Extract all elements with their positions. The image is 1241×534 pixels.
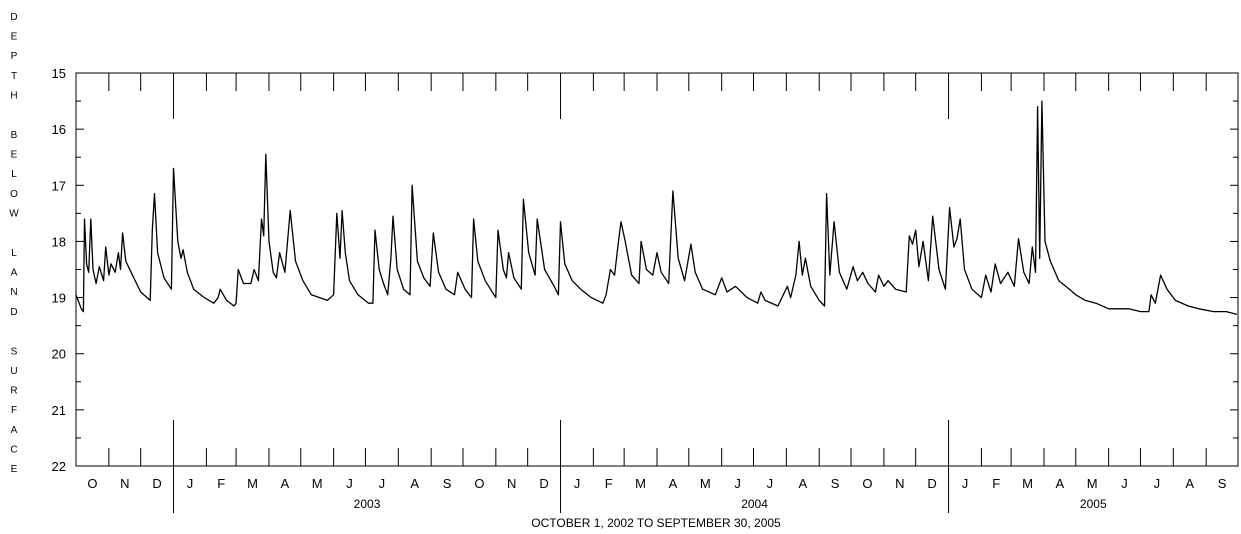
y-tick-label: 18 bbox=[52, 234, 66, 249]
plot-border bbox=[75, 72, 1239, 467]
month-label: J bbox=[1154, 476, 1161, 491]
month-label: O bbox=[474, 476, 484, 491]
month-label: A bbox=[1185, 476, 1194, 491]
y-axis-label-letter: W bbox=[9, 208, 19, 219]
month-label: M bbox=[312, 476, 323, 491]
y-axis-label-letter: T bbox=[11, 71, 17, 82]
y-axis-label-letter: E bbox=[11, 464, 18, 475]
y-tick-label: 19 bbox=[52, 291, 66, 306]
x-axis-title: OCTOBER 1, 2002 TO SEPTEMBER 30, 2005 bbox=[531, 516, 781, 530]
y-axis-label-letter: H bbox=[10, 90, 17, 101]
month-label: S bbox=[443, 476, 452, 491]
y-axis-label-letter: L bbox=[11, 169, 17, 180]
y-tick-label: 22 bbox=[52, 459, 66, 474]
y-axis-label-letter: L bbox=[11, 248, 17, 259]
y-axis-label-letter: P bbox=[11, 51, 18, 62]
month-label: M bbox=[635, 476, 646, 491]
series-line bbox=[75, 100, 1238, 316]
y-axis: 15 16 17 18 19 20 21 22 bbox=[52, 66, 1238, 474]
month-label: A bbox=[798, 476, 807, 491]
y-axis-label-letter: O bbox=[10, 189, 18, 200]
month-label: J bbox=[574, 476, 581, 491]
y-axis-label-letter: E bbox=[11, 32, 18, 43]
y-axis-label-letter: B bbox=[11, 130, 18, 141]
month-label: D bbox=[539, 476, 548, 491]
y-axis-label-letter: A bbox=[11, 268, 18, 279]
y-tick-label: 16 bbox=[52, 122, 66, 137]
month-label: M bbox=[700, 476, 711, 491]
month-label: J bbox=[379, 476, 386, 491]
y-axis-label-letter: F bbox=[11, 405, 17, 416]
month-label: A bbox=[410, 476, 419, 491]
y-axis-label-letter: E bbox=[11, 150, 18, 161]
month-label: J bbox=[767, 476, 774, 491]
y-axis-label-letter: S bbox=[11, 346, 18, 357]
month-label: J bbox=[187, 476, 194, 491]
y-tick-label: 21 bbox=[52, 403, 66, 418]
year-label: 2003 bbox=[354, 497, 381, 511]
y-axis-label-letter: D bbox=[10, 12, 17, 23]
month-label: J bbox=[1121, 476, 1128, 491]
month-label: M bbox=[1087, 476, 1098, 491]
month-label: N bbox=[507, 476, 516, 491]
y-tick-label: 17 bbox=[52, 178, 66, 193]
x-axis-year-labels: 2003 2004 2005 bbox=[354, 497, 1107, 511]
month-label: J bbox=[962, 476, 969, 491]
y-axis-label-letter: A bbox=[11, 425, 18, 436]
year-label: 2005 bbox=[1080, 497, 1107, 511]
month-label: A bbox=[281, 476, 290, 491]
y-axis-label-letter: U bbox=[10, 366, 17, 377]
month-label: M bbox=[247, 476, 258, 491]
y-tick-label: 20 bbox=[52, 347, 66, 362]
month-label: D bbox=[927, 476, 936, 491]
month-label: M bbox=[1022, 476, 1033, 491]
month-ticks bbox=[108, 73, 1207, 513]
series-group bbox=[75, 100, 1238, 316]
month-label: F bbox=[992, 476, 1000, 491]
month-label: A bbox=[1056, 476, 1065, 491]
month-label: N bbox=[895, 476, 904, 491]
month-label: O bbox=[862, 476, 872, 491]
y-axis-label-letter: N bbox=[10, 287, 17, 298]
month-label: O bbox=[87, 476, 97, 491]
month-label: S bbox=[1218, 476, 1227, 491]
month-label: N bbox=[120, 476, 129, 491]
y-axis-label-letter: R bbox=[10, 386, 17, 397]
month-label: F bbox=[605, 476, 613, 491]
y-axis-label-letter: D bbox=[10, 307, 17, 318]
month-label: A bbox=[669, 476, 678, 491]
month-label: J bbox=[346, 476, 353, 491]
plot-frame bbox=[75, 72, 1239, 467]
month-label: D bbox=[152, 476, 161, 491]
y-axis-label-letter: C bbox=[10, 444, 17, 455]
month-label: J bbox=[734, 476, 741, 491]
year-label: 2004 bbox=[741, 497, 768, 511]
month-label: F bbox=[217, 476, 225, 491]
y-tick-label: 15 bbox=[52, 66, 66, 81]
month-label: S bbox=[831, 476, 840, 491]
